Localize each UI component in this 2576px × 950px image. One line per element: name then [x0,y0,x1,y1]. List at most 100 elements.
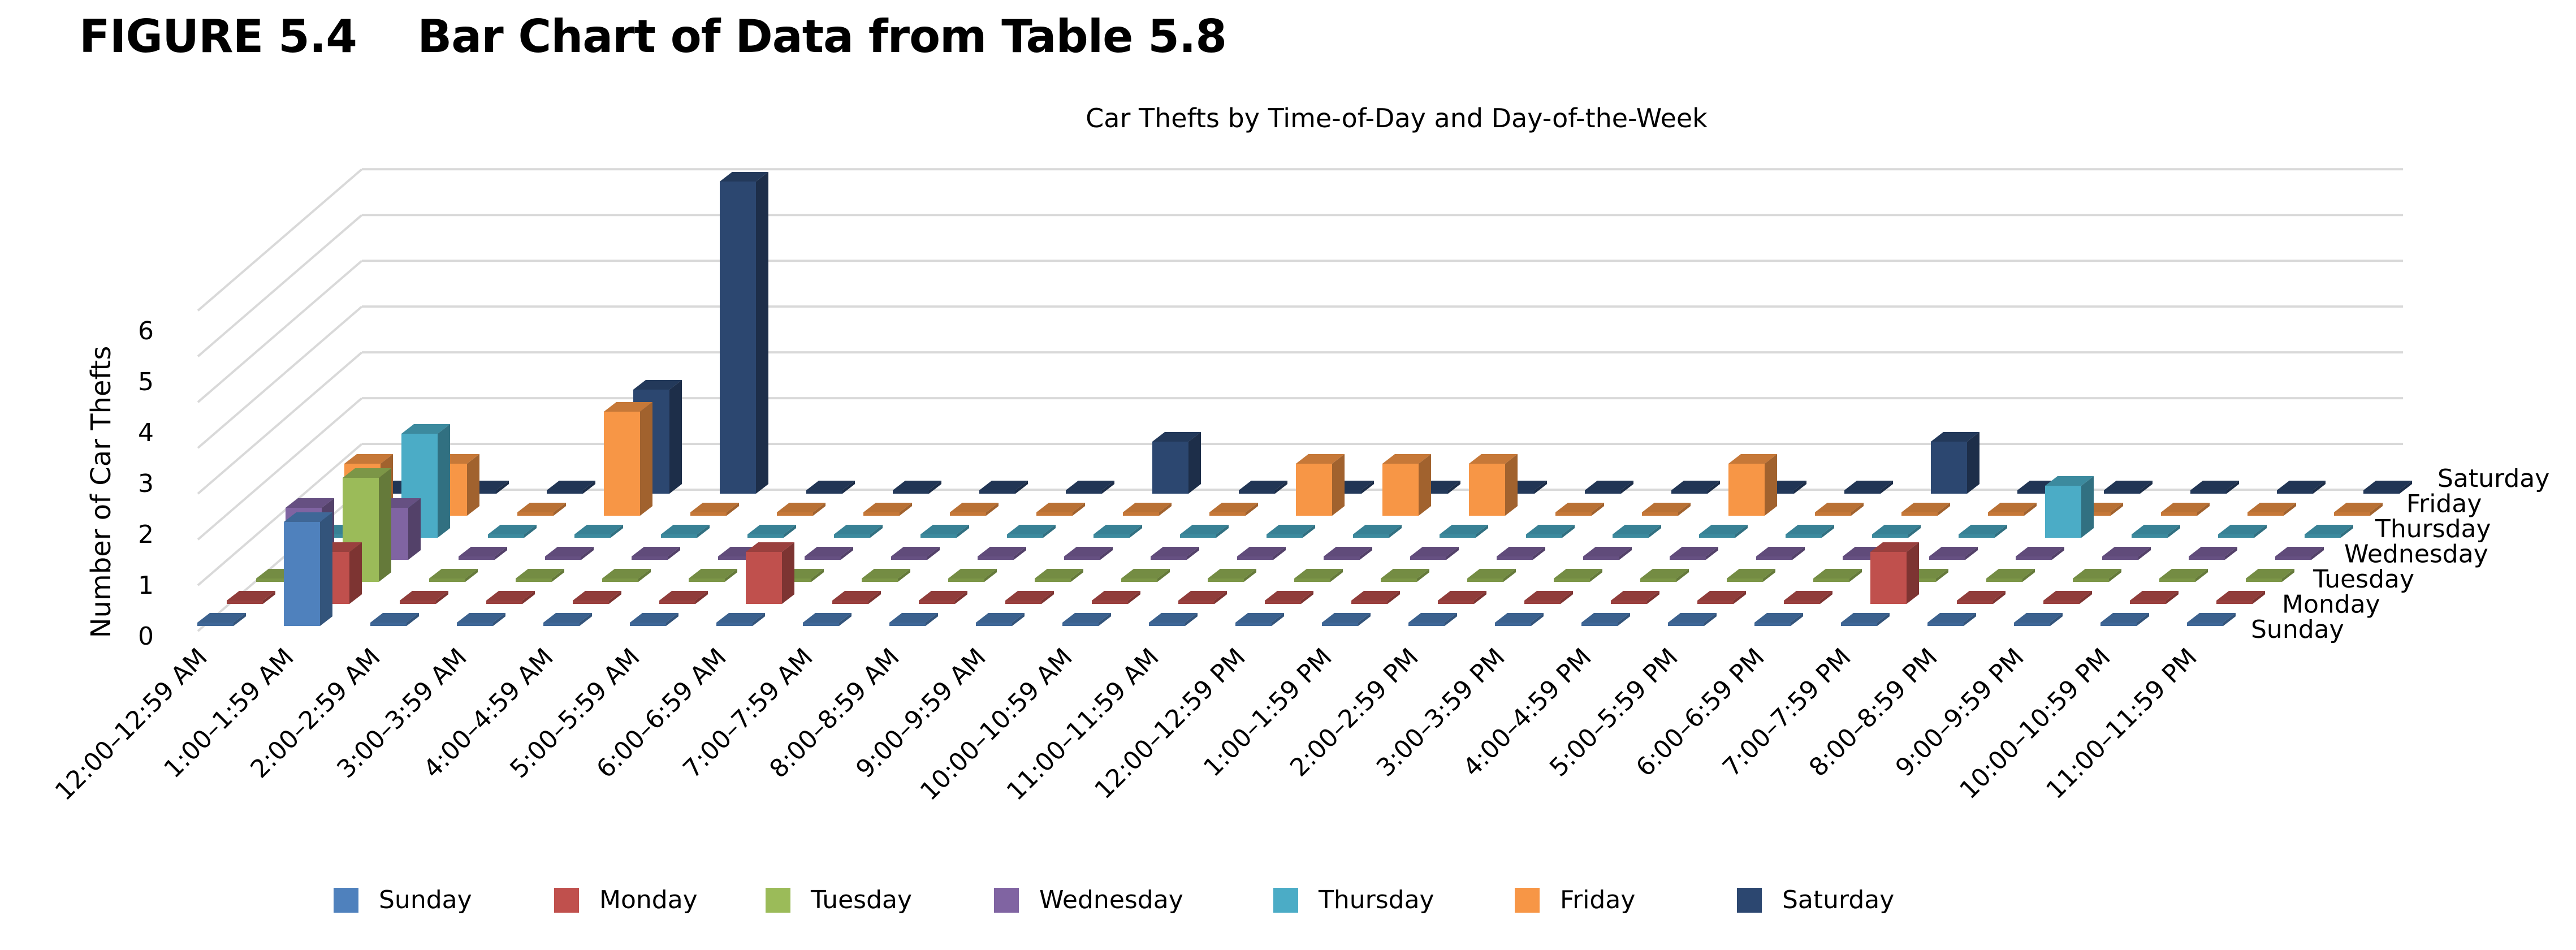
bar-friday-10 [1209,503,1258,516]
bar-thursday-13 [1440,525,1488,538]
bar-front [1524,601,1561,604]
bar-friday-17 [1815,503,1864,516]
bar-top [689,569,737,578]
bar-front [1699,534,1735,538]
bar-tuesday-23 [2246,569,2294,582]
bar-front [630,623,666,626]
bar-side [1531,613,1544,626]
bar-monday-14 [1438,591,1486,604]
bar-monday-5 [659,591,708,604]
y-axis-ticks: 0 1 2 3 4 5 6 [138,317,154,651]
bar-front [1986,578,2022,582]
bar-side [868,591,881,604]
bar-top [459,547,507,556]
bar-top [1727,569,1775,578]
bar-side [1649,525,1661,538]
bar-front [1841,623,1877,626]
bar-front [862,578,898,582]
bar-top [1583,547,1632,556]
day-axis-label: Friday [2406,490,2482,519]
bar-tuesday-22 [2159,569,2208,582]
bar-thursday-20 [2045,476,2094,538]
side-gridline [197,260,363,403]
bar-top [1121,569,1170,578]
bar-side [263,591,275,604]
bar-side [1102,481,1114,494]
bar-thursday-6 [834,525,883,538]
bar-front [429,578,465,582]
bar-top [690,503,739,512]
bar-side [955,591,967,604]
legend-label: Tuesday [811,886,913,914]
bar-side [1130,525,1142,538]
bar-front [1526,534,1562,538]
bar-side [1505,454,1518,516]
side-gridline [197,443,363,586]
bar-side [1907,542,1919,604]
legend-swatch [554,887,579,913]
y-tick-label: 3 [138,469,154,498]
bar-side [1704,613,1717,626]
bar-saturday-8 [1066,481,1114,494]
bar-wednesday-4 [632,547,680,560]
legend-label: Sunday [379,886,472,914]
bar-top [1555,503,1604,512]
bar-front [1237,556,1273,560]
bar-top [2305,525,2353,534]
bar-front [976,623,1012,626]
bar-side [1301,591,1313,604]
bar-monday-19 [1870,542,1919,604]
bar-front [689,578,725,582]
bar-front [2130,601,2166,604]
legend-item-friday: Friday [1515,886,1635,914]
bar-front [1786,534,1822,538]
bar-front [1843,556,1879,560]
bar-top [1410,547,1459,556]
bar-sunday-4 [543,613,592,626]
side-gridline [197,168,363,312]
bar-top [630,613,678,623]
bar-top [344,454,393,464]
bar-side [2140,481,2153,494]
bar-monday-20 [1957,591,2006,604]
bar-sunday-2 [370,613,419,626]
bar-sunday-15 [1495,613,1544,626]
bar-top [716,613,765,623]
bar-front [517,512,554,516]
bar-saturday-6 [893,481,941,494]
bar-side [2341,525,2353,538]
bar-monday-12 [1265,591,1313,604]
bar-side [841,547,853,560]
bar-top [1901,503,1950,512]
bar-front [1988,512,2024,516]
bar-side [1358,613,1371,626]
bar-monday-2 [400,591,448,604]
bar-side [1763,569,1775,582]
bar-top [2132,525,2180,534]
bar-saturday-20 [2104,481,2153,494]
bar-front [1467,578,1503,582]
bar-wednesday-12 [1324,547,1372,560]
bar-front [1121,578,1157,582]
bar-top [1408,613,1457,623]
bar-tuesday-13 [1381,569,1429,582]
bar-friday-4 [690,503,739,516]
bar-top [632,547,680,556]
bar-front [1469,464,1505,516]
bar-side [2370,503,2383,516]
bar-front [1581,623,1618,626]
bar-side [1073,503,1085,516]
y-tick-label: 5 [138,368,154,396]
bar-side [1476,525,1488,538]
bar-top [227,591,275,601]
bar-front [2102,556,2138,560]
bar-tuesday-4 [602,569,651,582]
bar-thursday-19 [1959,525,2007,538]
bar-front [1410,556,1446,560]
bar-side [727,503,739,516]
bar-top [1322,613,1371,623]
bar-sunday-1 [284,512,332,626]
bar-side [611,525,623,538]
bar-side [349,542,362,604]
bar-side [1822,525,1834,538]
